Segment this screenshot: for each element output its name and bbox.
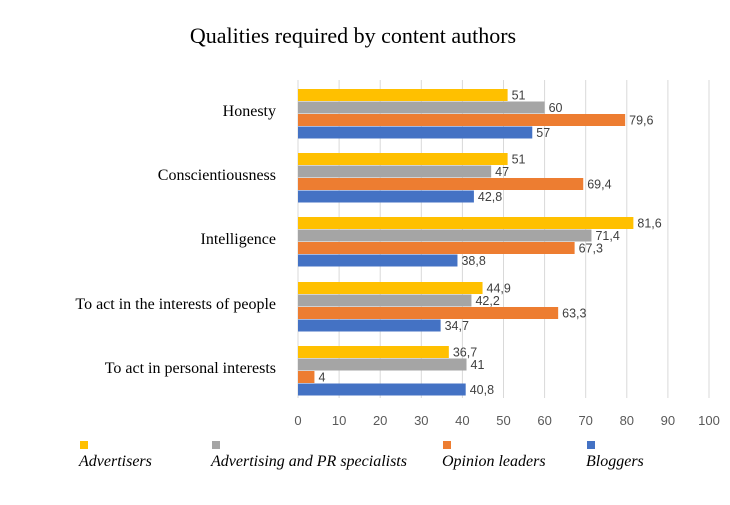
data-label: 69,4 bbox=[587, 178, 611, 192]
category-label: To act in personal interests bbox=[105, 360, 276, 377]
chart-title: Qualities required by content authors bbox=[190, 23, 516, 48]
bar bbox=[298, 371, 315, 383]
bar bbox=[298, 242, 575, 254]
x-tick-label: 40 bbox=[455, 413, 469, 428]
data-label: 81,6 bbox=[637, 217, 661, 231]
legend-label: Bloggers bbox=[586, 453, 644, 470]
bar bbox=[298, 307, 559, 319]
legend-swatch bbox=[80, 441, 88, 449]
x-tick-label: 10 bbox=[332, 413, 346, 428]
x-tick-label: 100 bbox=[698, 413, 720, 428]
bar bbox=[298, 153, 508, 165]
bar bbox=[298, 294, 472, 307]
category-label: Conscientiousness bbox=[158, 167, 276, 184]
x-tick-label: 60 bbox=[537, 413, 551, 428]
bar bbox=[298, 254, 458, 267]
bar bbox=[298, 126, 533, 139]
data-labels: 516079,657514769,442,881,671,467,338,844… bbox=[318, 89, 661, 398]
legend-swatch bbox=[212, 441, 220, 449]
legend-label: Advertisers bbox=[78, 453, 152, 470]
data-label: 40,8 bbox=[470, 383, 494, 397]
x-tick-label: 20 bbox=[373, 413, 387, 428]
data-label: 41 bbox=[471, 358, 485, 372]
x-tick-label: 50 bbox=[496, 413, 510, 428]
bars bbox=[298, 89, 634, 396]
legend-label: Opinion leaders bbox=[442, 453, 546, 470]
bar bbox=[298, 114, 626, 126]
bar bbox=[298, 346, 449, 358]
legend-swatch bbox=[443, 441, 451, 449]
legend: Advertisers Advertising and PR specialist… bbox=[78, 441, 644, 470]
bar bbox=[298, 383, 466, 396]
bar bbox=[298, 229, 592, 242]
x-tick-label: 0 bbox=[294, 413, 301, 428]
x-axis-ticks: 0 10 20 30 40 50 60 70 80 90 100 bbox=[294, 413, 719, 428]
x-tick-label: 70 bbox=[578, 413, 592, 428]
x-tick-label: 30 bbox=[414, 413, 428, 428]
data-label: 51 bbox=[512, 89, 526, 103]
bar bbox=[298, 178, 584, 190]
data-label: 79,6 bbox=[629, 114, 653, 128]
data-label: 60 bbox=[549, 101, 563, 115]
category-label: Honesty bbox=[223, 103, 276, 120]
legend-label: Advertising and PR specialists bbox=[210, 453, 407, 470]
data-label: 36,7 bbox=[453, 346, 477, 360]
bar bbox=[298, 358, 467, 371]
bar bbox=[298, 89, 508, 101]
data-label: 67,3 bbox=[579, 242, 603, 256]
data-label: 71,4 bbox=[595, 229, 619, 243]
data-label: 57 bbox=[536, 126, 550, 140]
data-label: 42,2 bbox=[475, 294, 499, 308]
x-tick-label: 80 bbox=[620, 413, 634, 428]
bar bbox=[298, 165, 492, 178]
data-label: 63,3 bbox=[562, 307, 586, 321]
category-label: To act in the interests of people bbox=[75, 296, 276, 313]
bar bbox=[298, 190, 474, 203]
data-label: 4 bbox=[318, 371, 325, 385]
bar bbox=[298, 101, 545, 114]
x-tick-label: 90 bbox=[661, 413, 675, 428]
category-label: Intelligence bbox=[200, 231, 276, 248]
bar bbox=[298, 217, 634, 229]
data-label: 51 bbox=[512, 153, 526, 167]
data-label: 47 bbox=[495, 165, 509, 179]
bar bbox=[298, 319, 441, 332]
data-label: 44,9 bbox=[487, 282, 511, 296]
category-labels: Honesty Conscientiousness Intelligence To a… bbox=[75, 103, 276, 377]
data-label: 42,8 bbox=[478, 190, 502, 204]
data-label: 38,8 bbox=[461, 254, 485, 268]
data-label: 34,7 bbox=[445, 319, 469, 333]
bar bbox=[298, 282, 483, 294]
legend-swatch bbox=[587, 441, 595, 449]
